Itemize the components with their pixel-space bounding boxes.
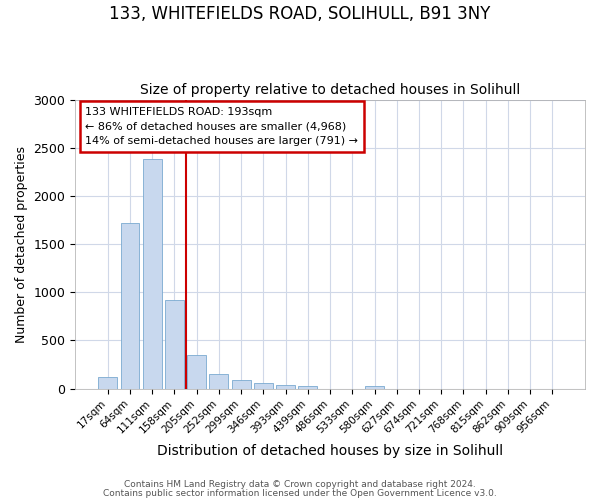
Bar: [276, 384, 295, 388]
Text: 133 WHITEFIELDS ROAD: 193sqm
← 86% of detached houses are smaller (4,968)
14% of: 133 WHITEFIELDS ROAD: 193sqm ← 86% of de…: [85, 107, 358, 146]
Y-axis label: Number of detached properties: Number of detached properties: [15, 146, 28, 342]
Text: 133, WHITEFIELDS ROAD, SOLIHULL, B91 3NY: 133, WHITEFIELDS ROAD, SOLIHULL, B91 3NY: [109, 5, 491, 23]
Bar: [365, 386, 384, 388]
Bar: [187, 355, 206, 388]
Bar: [232, 380, 251, 388]
Text: Contains HM Land Registry data © Crown copyright and database right 2024.: Contains HM Land Registry data © Crown c…: [124, 480, 476, 489]
Bar: [165, 300, 184, 388]
Title: Size of property relative to detached houses in Solihull: Size of property relative to detached ho…: [140, 83, 520, 97]
Bar: [143, 160, 161, 388]
Bar: [121, 223, 139, 388]
Bar: [254, 384, 273, 388]
Text: Contains public sector information licensed under the Open Government Licence v3: Contains public sector information licen…: [103, 490, 497, 498]
Bar: [298, 386, 317, 388]
Bar: [98, 377, 117, 388]
X-axis label: Distribution of detached houses by size in Solihull: Distribution of detached houses by size …: [157, 444, 503, 458]
Bar: [209, 374, 229, 388]
